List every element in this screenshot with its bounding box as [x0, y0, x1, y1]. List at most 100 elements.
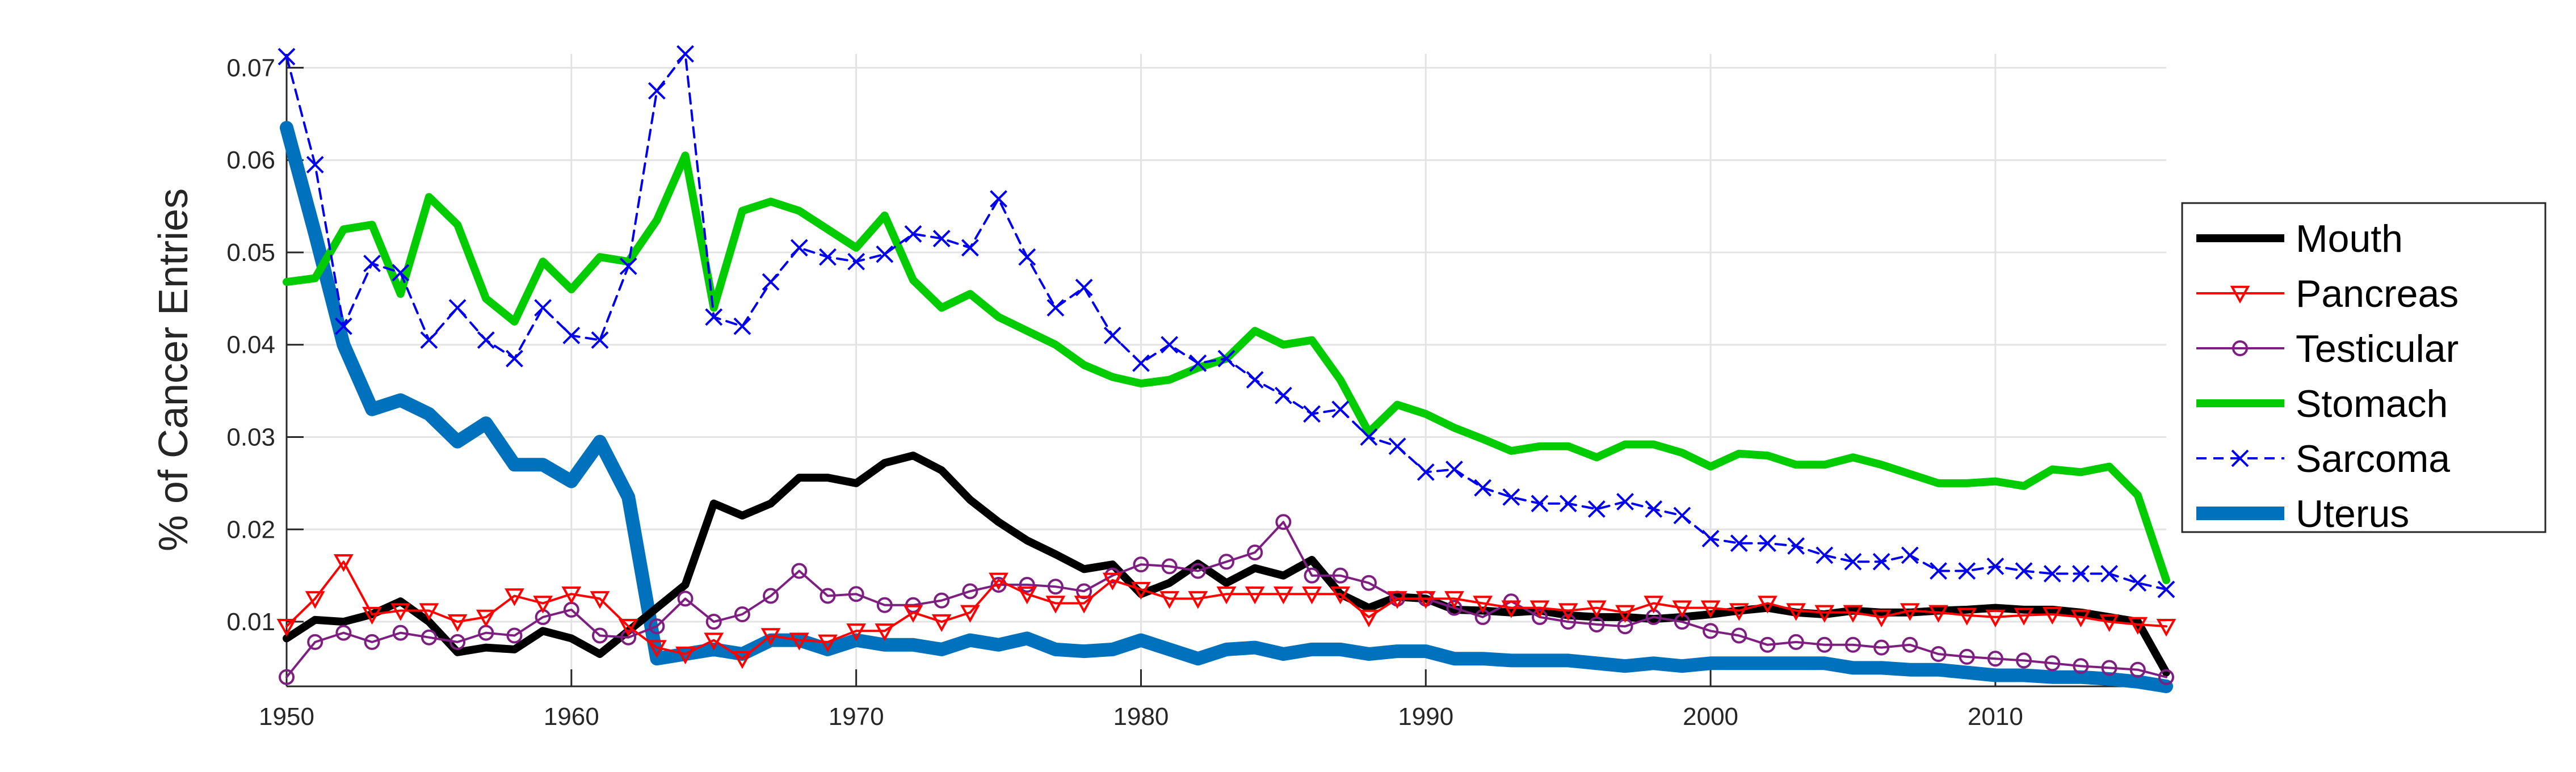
marker-stroke	[1303, 405, 1321, 423]
marker-stroke	[1844, 552, 1862, 571]
data-point-testicular	[2016, 652, 2032, 669]
data-point-sarcoma	[932, 230, 951, 247]
data-point-testicular	[364, 634, 380, 650]
marker-stroke	[1075, 279, 1093, 297]
marker-stroke	[2129, 574, 2147, 592]
marker-stroke	[1047, 299, 1065, 317]
data-point-pancreas	[2128, 617, 2148, 635]
data-point-pancreas	[1928, 605, 1948, 623]
data-point-testicular	[1930, 646, 1947, 663]
plot-area	[287, 54, 2166, 686]
data-point-pancreas	[1102, 572, 1123, 590]
data-point-pancreas	[1985, 609, 2006, 628]
data-point-sarcoma	[2100, 565, 2119, 583]
data-point-testicular	[1019, 576, 1035, 593]
data-point-testicular	[1133, 556, 1149, 573]
data-point-testicular	[1047, 579, 1064, 595]
y-tick-label: 0.05	[226, 239, 275, 267]
series-pancreas	[276, 554, 2176, 669]
series-sarcoma	[278, 45, 2175, 598]
marker-stroke	[790, 239, 808, 257]
x-tick-label: 2000	[1683, 703, 1738, 731]
data-point-sarcoma	[1388, 437, 1406, 455]
data-point-pancreas	[1387, 591, 1407, 609]
data-point-sarcoma	[1759, 534, 1776, 552]
legend-label: Testicular	[2296, 327, 2459, 370]
data-point-pancreas	[1359, 609, 1379, 628]
data-point-testicular	[934, 592, 950, 609]
legend-label: Pancreas	[2296, 272, 2459, 315]
marker-stroke	[1189, 354, 1207, 372]
data-point-pancreas	[1900, 603, 1920, 621]
data-point-pancreas	[1074, 596, 1094, 614]
y-tick-label: 0.03	[226, 424, 275, 452]
marker-stroke	[676, 45, 694, 63]
data-point-testicular	[2101, 660, 2117, 676]
data-point-pancreas	[732, 651, 753, 669]
marker-stroke	[1901, 546, 1919, 564]
data-point-sarcoma	[2015, 562, 2033, 580]
data-point-sarcoma	[1673, 507, 1691, 525]
data-point-testicular	[307, 634, 323, 650]
data-point-pancreas	[390, 603, 411, 621]
data-point-testicular	[1218, 554, 1234, 570]
marker-stroke	[1018, 248, 1036, 266]
series-layer	[276, 45, 2176, 693]
y-tick-label: 0.06	[226, 146, 275, 174]
x-tick-label: 1960	[544, 703, 599, 731]
data-point-pancreas	[2099, 614, 2120, 632]
data-point-pancreas	[1017, 587, 1037, 605]
marker-stroke	[1872, 552, 1890, 571]
data-point-sarcoma	[1616, 493, 1634, 511]
data-point-testicular	[2044, 655, 2061, 672]
marker-stroke	[1616, 493, 1634, 511]
data-point-sarcoma	[762, 273, 780, 291]
data-point-pancreas	[362, 606, 382, 625]
data-point-sarcoma	[619, 257, 637, 275]
data-point-sarcoma	[1417, 463, 1435, 481]
data-point-testicular	[1703, 623, 1719, 639]
data-point-sarcoma	[1274, 386, 1292, 404]
data-point-sarcoma	[1047, 299, 1065, 317]
data-point-sarcoma	[1901, 546, 1919, 564]
series-line-uterus	[280, 121, 2173, 693]
data-point-pancreas	[447, 614, 468, 632]
data-point-testicular	[1987, 651, 2003, 667]
marker-stroke	[2157, 580, 2175, 598]
legend-item-sarcoma: Sarcoma	[2196, 437, 2450, 480]
data-point-sarcoma	[1303, 405, 1321, 423]
x-tick-label: 1980	[1113, 703, 1169, 731]
data-point-pancreas	[1615, 605, 1635, 623]
data-point-sarcoma	[1930, 562, 1947, 580]
data-point-testicular	[335, 625, 352, 641]
data-point-testicular	[1360, 575, 1377, 591]
marker-stroke	[591, 331, 609, 349]
marker-stroke	[1388, 437, 1406, 455]
data-point-sarcoma	[1103, 327, 1121, 344]
data-point-sarcoma	[1816, 546, 1834, 564]
data-point-testicular	[1247, 544, 1263, 560]
data-point-pancreas	[1529, 600, 1550, 618]
data-point-sarcoma	[790, 239, 808, 257]
marker-stroke	[1587, 500, 1606, 518]
data-point-pancreas	[533, 596, 553, 614]
data-point-sarcoma	[392, 264, 410, 282]
marker-stroke	[306, 155, 324, 174]
marker-stroke	[562, 327, 581, 344]
marker-stroke	[2231, 449, 2249, 467]
data-point-pancreas	[1814, 605, 1835, 623]
data-point-pancreas	[476, 609, 496, 628]
marker-stroke	[534, 299, 552, 317]
marker-stroke	[932, 230, 951, 247]
data-point-testicular	[990, 576, 1007, 593]
marker-stroke	[1958, 562, 1976, 580]
data-point-sarcoma	[876, 245, 894, 263]
data-point-pancreas	[960, 605, 980, 623]
data-point-sarcoma	[1531, 495, 1549, 513]
legend-label: Uterus	[2296, 492, 2409, 535]
data-point-sarcoma	[1701, 530, 1720, 547]
data-point-pancreas	[2042, 606, 2062, 625]
marker-stroke	[961, 239, 979, 257]
data-point-pancreas	[1871, 609, 1892, 628]
data-point-pancreas	[1188, 591, 1208, 609]
